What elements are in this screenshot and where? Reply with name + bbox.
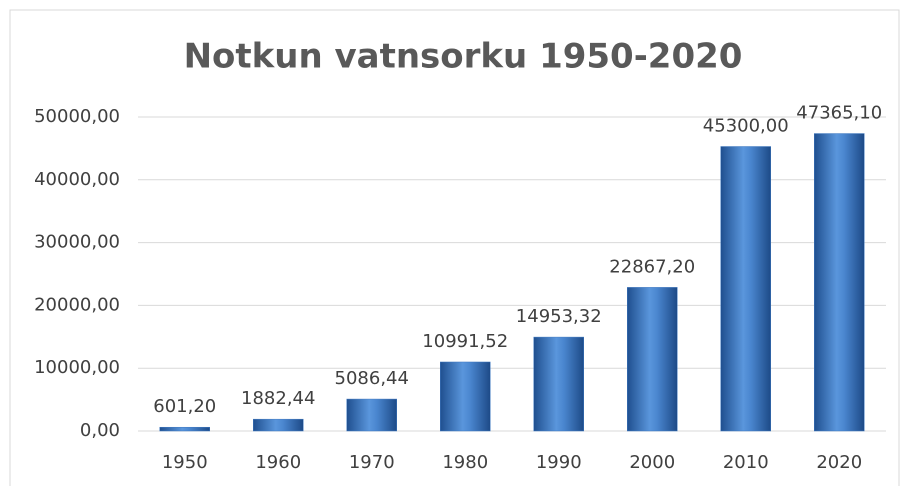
data-label: 45300,00 [703, 116, 789, 137]
x-tick-label: 2000 [629, 452, 675, 473]
y-tick-label: 30000,00 [34, 232, 120, 253]
chart-border [9, 9, 900, 486]
data-label: 1882,44 [241, 388, 315, 409]
bar [159, 426, 210, 432]
x-tick-label: 1960 [255, 452, 301, 473]
bar [346, 398, 397, 432]
data-label: 14953,32 [516, 306, 602, 327]
x-tick-label: 1980 [442, 452, 488, 473]
data-label: 5086,44 [335, 368, 409, 389]
y-tick-label: 10000,00 [34, 357, 120, 378]
bar [627, 287, 678, 432]
y-tick-label: 20000,00 [34, 294, 120, 315]
x-tick-label: 1950 [162, 452, 208, 473]
data-label: 22867,20 [609, 256, 695, 277]
y-tick-label: 40000,00 [34, 169, 120, 190]
x-tick-label: 2010 [723, 452, 769, 473]
bar [814, 133, 865, 432]
x-tick-label: 2020 [816, 452, 862, 473]
bar [720, 146, 771, 432]
data-label: 10991,52 [422, 331, 508, 352]
bar [533, 336, 584, 432]
bar [253, 418, 304, 432]
bar [440, 361, 491, 432]
data-label: 47365,10 [796, 103, 882, 124]
y-tick-label: 50000,00 [34, 106, 120, 127]
data-label: 601,20 [153, 396, 216, 417]
x-tick-label: 1970 [349, 452, 395, 473]
y-tick-label: 0,00 [80, 420, 120, 441]
x-tick-label: 1990 [536, 452, 582, 473]
chart-title: Notkun vatnsorku 1950-2020 [184, 37, 743, 77]
